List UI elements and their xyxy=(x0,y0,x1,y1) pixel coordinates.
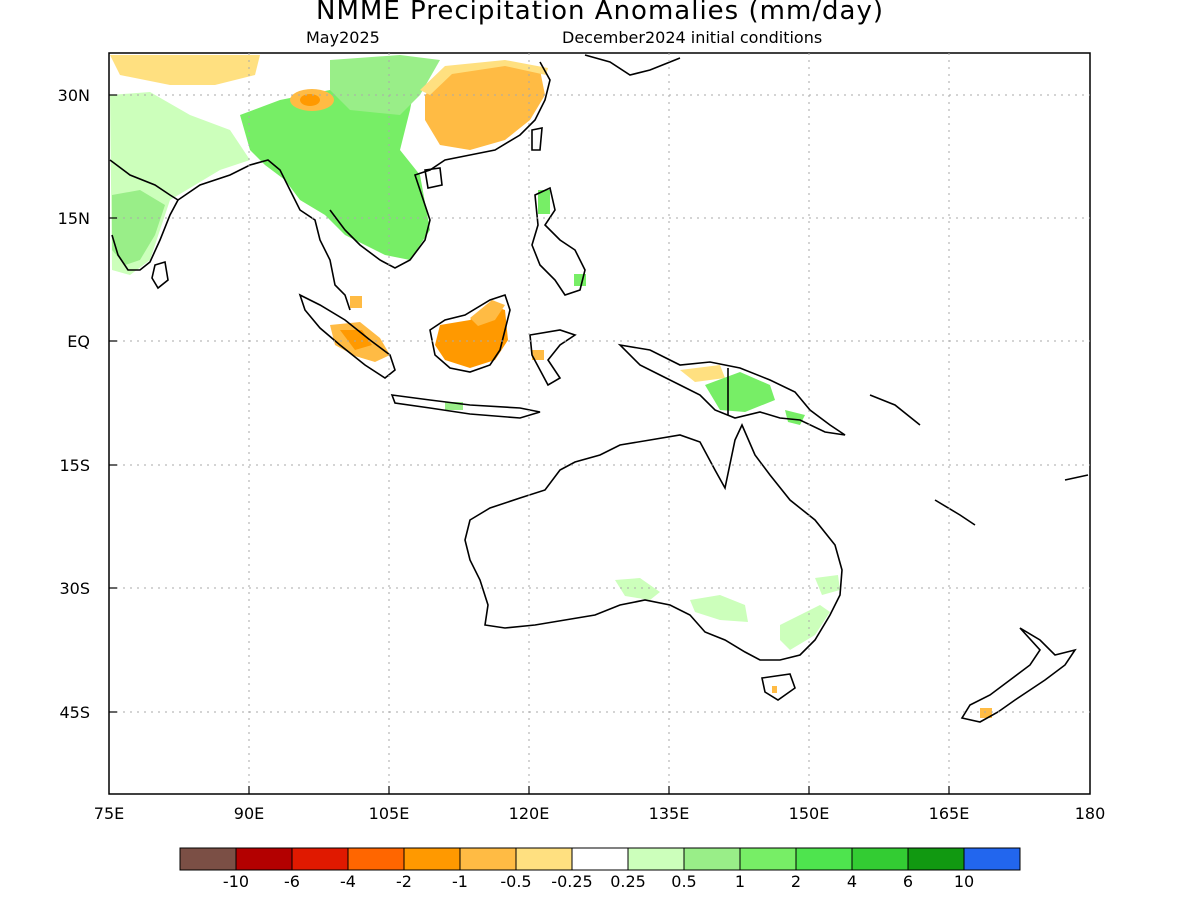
region-sulawesi-dry xyxy=(532,350,544,360)
lon-label-180: 180 xyxy=(1074,804,1106,823)
colorbar-box xyxy=(235,847,293,871)
region-south-china-dry-edge xyxy=(420,60,548,95)
plot-frame xyxy=(108,52,1091,795)
lat-label-eq: EQ xyxy=(67,332,90,351)
colorbar-label: -4 xyxy=(340,872,356,891)
colorbar-box xyxy=(683,847,741,871)
colorbar-label: 0.5 xyxy=(671,872,697,891)
lat-label-30n: 30N xyxy=(57,86,90,105)
init-conditions-label: December2024 initial conditions xyxy=(562,28,823,47)
colorbar-box xyxy=(795,847,853,871)
region-e-australia-wet xyxy=(815,575,840,595)
lon-label-105e: 105E xyxy=(368,804,410,823)
colorbar-label: 10 xyxy=(953,872,975,891)
region-malaya-dry xyxy=(350,296,362,308)
colorbar-label: -10 xyxy=(222,872,250,891)
lat-label-15s: 15S xyxy=(59,456,90,475)
colorbar-label: 2 xyxy=(790,872,802,891)
region-borneo-dry-edge xyxy=(470,300,505,326)
lon-label-165e: 165E xyxy=(928,804,970,823)
lon-label-150e: 150E xyxy=(788,804,830,823)
coastlines xyxy=(109,54,1089,723)
region-new-guinea-dry xyxy=(680,365,725,382)
lon-label-120e: 120E xyxy=(508,804,550,823)
colorbar-label: -0.5 xyxy=(500,872,532,891)
colorbar-box xyxy=(459,847,517,871)
colorbar-box xyxy=(963,847,1021,871)
region-new-guinea-wet xyxy=(705,372,775,412)
colorbar-box xyxy=(851,847,909,871)
lat-label-30s: 30S xyxy=(59,579,90,598)
region-nz-dry xyxy=(980,708,992,718)
anomaly-shading xyxy=(110,55,992,718)
colorbar-label: 0.25 xyxy=(610,872,646,891)
region-india-wet-core xyxy=(112,190,165,265)
region-sw-australia-wet xyxy=(615,578,660,600)
region-new-guinea-wet-east xyxy=(785,410,805,425)
colorbar-label: 4 xyxy=(846,872,858,891)
colorbar-box xyxy=(627,847,685,871)
lon-label-75e: 75E xyxy=(93,804,125,823)
colorbar-box xyxy=(403,847,461,871)
colorbar-label: 6 xyxy=(902,872,914,891)
lat-label-45s: 45S xyxy=(59,703,90,722)
lon-label-135e: 135E xyxy=(648,804,690,823)
colorbar-label: -6 xyxy=(284,872,300,891)
valid-month-label: May2025 xyxy=(306,28,380,47)
colorbar-label: -1 xyxy=(452,872,468,891)
region-south-china-dry xyxy=(425,65,545,150)
region-philippines-wet xyxy=(538,190,550,214)
colorbar-box xyxy=(907,847,965,871)
map-title: NMME Precipitation Anomalies (mm/day) xyxy=(316,0,884,26)
region-tibet-dry-core xyxy=(300,94,320,106)
colorbar-box xyxy=(347,847,405,871)
colorbar-box xyxy=(515,847,573,871)
lat-label-15n: 15N xyxy=(57,209,90,228)
region-s-australia-wet xyxy=(690,595,748,622)
region-tasmania-dry xyxy=(772,686,777,693)
colorbar-box xyxy=(179,847,237,871)
region-timor-wet xyxy=(445,402,463,410)
region-se-australia-wet xyxy=(780,605,830,650)
colorbar-label: -0.25 xyxy=(551,872,593,891)
tick-marks xyxy=(109,94,950,794)
region-tibet-wet xyxy=(330,55,440,115)
gridlines xyxy=(109,53,1090,794)
colorbar xyxy=(179,847,1021,871)
colorbar-box xyxy=(571,847,629,871)
colorbar-box xyxy=(291,847,349,871)
colorbar-label: 1 xyxy=(734,872,746,891)
region-nw-india-dry xyxy=(110,55,260,85)
lon-label-90e: 90E xyxy=(233,804,265,823)
colorbar-label: -2 xyxy=(396,872,412,891)
colorbar-box xyxy=(739,847,797,871)
